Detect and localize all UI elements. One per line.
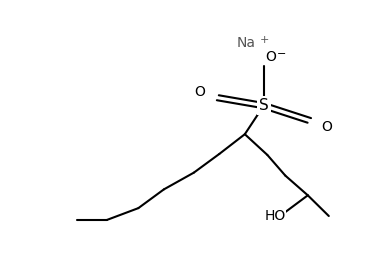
Text: O: O xyxy=(321,120,332,134)
Text: S: S xyxy=(259,98,269,113)
Text: −: − xyxy=(277,49,286,59)
Text: O: O xyxy=(265,50,276,64)
Text: O: O xyxy=(194,85,205,99)
Text: HO: HO xyxy=(264,209,286,223)
Text: +: + xyxy=(260,35,269,45)
Text: Na: Na xyxy=(237,36,256,50)
